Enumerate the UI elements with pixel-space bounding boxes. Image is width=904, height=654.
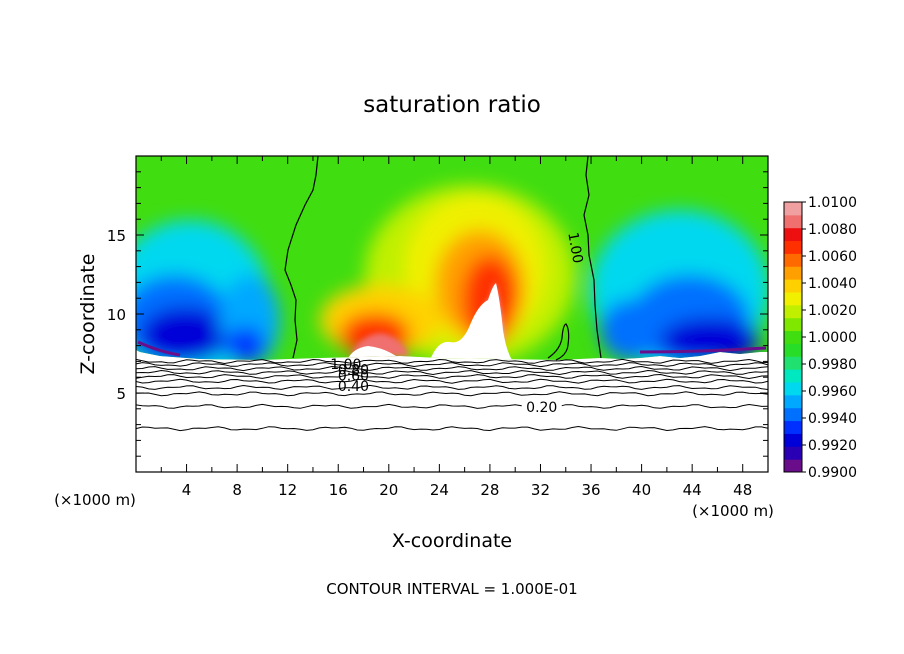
colorbar-tick-label: 0.9960 bbox=[808, 384, 857, 400]
contour-line bbox=[136, 362, 768, 368]
x-axis-label: X-coordinate bbox=[392, 530, 512, 552]
contours-lower bbox=[136, 358, 768, 432]
x-tick-label: 16 bbox=[329, 481, 348, 499]
contour-label-group: 0.40 bbox=[338, 379, 369, 395]
colorbar-tick-label: 1.0100 bbox=[808, 195, 857, 211]
contour-label-group: 0.80 bbox=[338, 362, 369, 378]
colorbar-band bbox=[784, 382, 802, 396]
colorbar-band bbox=[784, 356, 802, 370]
contour-label-group: 1.00 bbox=[330, 357, 361, 373]
colorbar-band bbox=[784, 214, 802, 229]
x-tick-label: 28 bbox=[480, 481, 499, 499]
colorbar-tick-label: 0.9920 bbox=[808, 438, 857, 454]
contours-upper bbox=[284, 156, 602, 361]
y-axis-label: Z-coordinate bbox=[77, 254, 99, 375]
x-tick-label: 48 bbox=[733, 481, 752, 499]
contour-label-group: 1.00 bbox=[564, 231, 585, 264]
contour-line bbox=[136, 384, 768, 390]
x-tick-label: 40 bbox=[632, 481, 651, 499]
contour-label: 0.60 bbox=[338, 369, 369, 385]
y-tick-label: 15 bbox=[107, 227, 126, 245]
contour-line-1.00-right bbox=[583, 156, 602, 359]
colorbar-band bbox=[784, 369, 802, 383]
contour-line bbox=[136, 403, 768, 409]
contour-line bbox=[136, 358, 768, 365]
contour-label: 0.20 bbox=[526, 400, 557, 416]
colorbar-tick-label: 0.9900 bbox=[808, 465, 857, 481]
x-tick-label: 12 bbox=[278, 481, 297, 499]
contour-labels: 1.001.000.800.600.400.20 bbox=[330, 231, 585, 416]
contour-label-bg bbox=[521, 399, 562, 414]
colorbar-band bbox=[784, 240, 802, 254]
x-tick-label: 20 bbox=[379, 481, 398, 499]
y-axis: 5 10 15 bbox=[107, 171, 768, 457]
chart-title: saturation ratio bbox=[363, 92, 541, 118]
x-tick-label: 4 bbox=[182, 481, 192, 499]
x-tick-label: 32 bbox=[531, 481, 550, 499]
contour-line bbox=[136, 391, 768, 397]
contour-interval-note: CONTOUR INTERVAL = 1.000E-01 bbox=[326, 580, 577, 598]
x-tick-label: 24 bbox=[430, 481, 449, 499]
colorbar-band bbox=[784, 407, 802, 422]
colorbar-tick-label: 0.9940 bbox=[808, 411, 857, 427]
x-axis: 4 8 12 16 20 24 28 32 36 40 44 48 bbox=[160, 156, 752, 499]
contour-label: 0.80 bbox=[338, 362, 369, 378]
colorbar-band bbox=[784, 317, 802, 332]
colorbar-band bbox=[784, 279, 802, 293]
heatmap-field bbox=[136, 156, 768, 472]
contour-line-1.00-left bbox=[284, 156, 319, 359]
colorbar-tick-label: 1.0060 bbox=[808, 249, 857, 265]
contour-label-group: 0.60 bbox=[338, 369, 369, 385]
colorbar-band bbox=[784, 253, 802, 267]
colorbar-band bbox=[784, 227, 802, 242]
contour-line bbox=[136, 369, 768, 376]
x-tick-label: 8 bbox=[232, 481, 242, 499]
colorbar-band bbox=[784, 292, 802, 306]
contour-line bbox=[136, 365, 768, 372]
x-unit-left: (×1000 m) bbox=[54, 491, 136, 509]
contour-line bbox=[136, 378, 768, 384]
colorbar-band bbox=[784, 202, 802, 216]
contour-label: 1.00 bbox=[564, 231, 585, 264]
x-tick-label: 36 bbox=[581, 481, 600, 499]
contour-label: 1.00 bbox=[330, 357, 361, 373]
colorbar-band bbox=[784, 446, 802, 460]
contour-line bbox=[136, 425, 768, 432]
x-unit-right: (×1000 m) bbox=[692, 502, 774, 520]
contour-line bbox=[136, 373, 768, 380]
colorbar-band bbox=[784, 343, 802, 357]
colorbar-band bbox=[784, 304, 802, 319]
colorbar-band bbox=[784, 459, 802, 473]
colorbar-tick-label: 1.0000 bbox=[808, 330, 857, 346]
colorbar-tick-label: 0.9980 bbox=[808, 357, 857, 373]
y-tick-label: 10 bbox=[107, 306, 126, 324]
colorbar-band bbox=[784, 420, 802, 434]
contour-label-group: 0.20 bbox=[521, 399, 562, 416]
colorbar-band bbox=[784, 394, 802, 409]
colorbar-tick-label: 1.0080 bbox=[808, 222, 857, 238]
contour-label: 0.40 bbox=[338, 379, 369, 395]
colorbar-tick-label: 1.0040 bbox=[808, 276, 857, 292]
colorbar-tick-label: 1.0020 bbox=[808, 303, 857, 319]
colorbar-band bbox=[784, 433, 802, 447]
x-tick-label: 44 bbox=[683, 481, 702, 499]
colorbar-band bbox=[784, 266, 802, 280]
y-tick-label: 5 bbox=[116, 385, 126, 403]
colorbar: 0.9900 0.9920 0.9940 0.9960 0.9980 1.0000 1.00… bbox=[783, 195, 857, 481]
contour-line-1.00-loop bbox=[547, 323, 570, 361]
colorbar-band bbox=[784, 330, 802, 344]
